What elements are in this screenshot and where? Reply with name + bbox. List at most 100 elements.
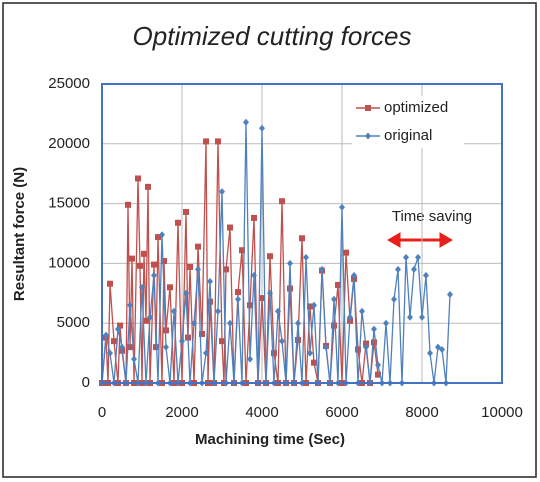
data-point (331, 322, 337, 329)
data-point (119, 343, 125, 351)
data-point (125, 201, 131, 208)
data-point (155, 234, 161, 241)
data-point (117, 322, 123, 329)
y-tick-label: 15000 (48, 195, 90, 212)
data-point (251, 271, 257, 279)
x-axis-title: Machining time (Sec) (195, 431, 345, 448)
legend-box (352, 96, 464, 148)
data-point (311, 301, 317, 309)
data-point (295, 319, 301, 327)
series-line (101, 122, 451, 384)
data-point (243, 118, 249, 126)
data-point (375, 361, 381, 369)
data-point (215, 138, 221, 145)
data-point (335, 281, 341, 288)
data-point (143, 317, 149, 324)
x-tick-label: 8000 (405, 404, 438, 421)
y-tick-label: 25000 (48, 75, 90, 92)
data-point (207, 277, 213, 285)
arrow-head (439, 232, 453, 248)
legend-label: optimized (384, 99, 448, 116)
data-point (195, 243, 201, 250)
data-point (351, 271, 357, 279)
data-point (363, 343, 369, 351)
data-point (135, 175, 141, 182)
data-point (161, 258, 167, 265)
data-point (151, 271, 157, 279)
data-point (251, 214, 257, 221)
data-point (207, 298, 213, 305)
data-point (267, 289, 273, 297)
data-point (153, 344, 159, 351)
data-point (141, 250, 147, 257)
data-point (259, 295, 265, 302)
x-tick-label: 0 (98, 404, 106, 421)
data-point (447, 290, 453, 298)
data-point (145, 183, 151, 190)
data-point (131, 355, 137, 363)
data-point (439, 346, 445, 354)
data-point (435, 343, 441, 351)
data-point (371, 325, 377, 333)
data-point (127, 344, 133, 351)
data-point (191, 319, 197, 327)
data-point (219, 338, 225, 345)
x-tick-label: 6000 (325, 404, 358, 421)
data-point (163, 343, 169, 351)
data-point (307, 349, 313, 357)
data-point (107, 280, 113, 287)
y-tick-label: 20000 (48, 135, 90, 152)
data-point (423, 271, 429, 279)
legend-label: original (384, 127, 432, 144)
data-point (395, 265, 401, 273)
data-point (303, 253, 309, 261)
data-point (267, 253, 273, 260)
data-point (151, 261, 157, 268)
data-point (415, 253, 421, 261)
data-point (391, 295, 397, 303)
y-tick-label: 10000 (48, 254, 90, 271)
data-point (323, 343, 329, 351)
data-point (375, 371, 381, 378)
annotation: Time saving (392, 208, 472, 225)
data-point (199, 330, 205, 337)
data-point (235, 295, 241, 303)
x-tick-label: 2000 (165, 404, 198, 421)
data-point (171, 307, 177, 315)
data-point (227, 224, 233, 231)
data-point (371, 339, 377, 346)
data-point (419, 313, 425, 321)
data-point (271, 350, 277, 357)
chart-title: Optimized cutting forces (133, 21, 412, 51)
data-point (239, 247, 245, 254)
time-saving-arrow (387, 232, 453, 248)
y-axis-title: Resultant force (N) (11, 167, 28, 301)
data-point (355, 346, 361, 353)
data-point (331, 295, 337, 303)
data-point (347, 313, 353, 321)
x-tick-label: 10000 (481, 404, 523, 421)
data-point (295, 336, 301, 343)
data-point (223, 266, 229, 273)
data-point (227, 319, 233, 327)
data-point (307, 303, 313, 310)
data-point (259, 124, 265, 132)
data-point (247, 355, 253, 363)
data-point (287, 259, 293, 267)
legend-marker (365, 132, 371, 140)
plot-border (101, 83, 503, 384)
data-point (287, 285, 293, 292)
data-point (407, 313, 413, 321)
data-point (275, 307, 281, 315)
data-point (203, 349, 209, 357)
data-point (215, 307, 221, 315)
data-point (115, 325, 121, 333)
data-point (203, 138, 209, 145)
data-point (183, 208, 189, 215)
data-point (195, 265, 201, 273)
data-point (183, 289, 189, 297)
data-point (319, 265, 325, 273)
data-point (139, 283, 145, 291)
legend-marker (365, 105, 371, 111)
